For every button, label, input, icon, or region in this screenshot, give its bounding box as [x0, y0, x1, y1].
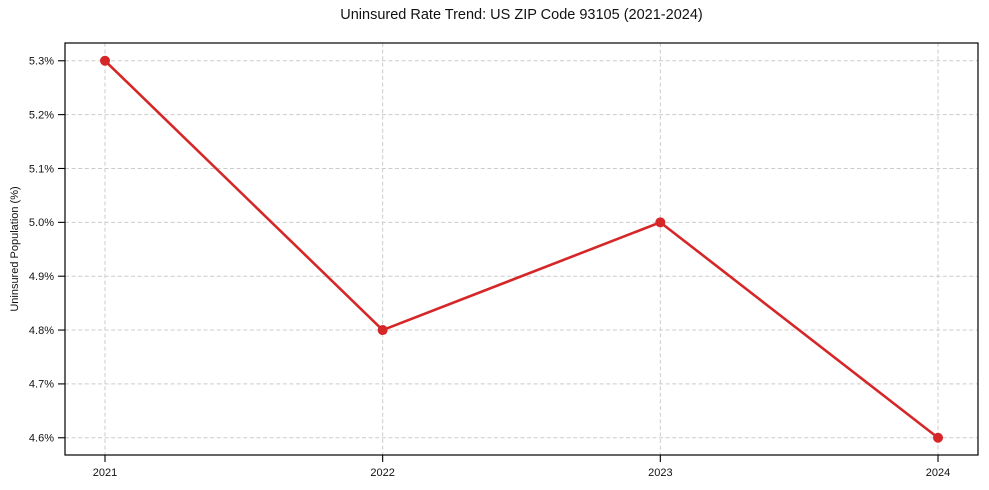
y-tick-label: 5.2% — [29, 109, 54, 121]
x-tick-label: 2024 — [926, 467, 950, 479]
data-point-marker — [99, 55, 110, 66]
plot-border — [64, 42, 979, 456]
data-point-marker — [377, 325, 388, 336]
data-point-marker — [933, 432, 944, 443]
y-tick-label: 4.9% — [29, 271, 54, 283]
y-tick-label: 5.0% — [29, 217, 54, 229]
x-tick-label: 2021 — [93, 467, 117, 479]
trend-line — [103, 59, 940, 440]
y-tick-label: 5.3% — [29, 56, 54, 68]
y-tick-label: 4.6% — [29, 433, 54, 445]
chart-title: Uninsured Rate Trend: US ZIP Code 93105 … — [340, 7, 703, 23]
x-tick-label: 2022 — [370, 467, 394, 479]
y-tick-label: 4.7% — [29, 379, 54, 391]
data-point-marker — [655, 217, 666, 228]
y-tick-label: 5.1% — [29, 163, 54, 175]
y-tick-label: 4.8% — [29, 325, 54, 337]
x-tick-label: 2023 — [648, 467, 672, 479]
